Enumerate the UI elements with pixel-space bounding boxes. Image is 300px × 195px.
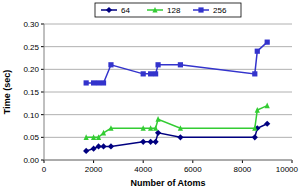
series-line (86, 42, 267, 83)
series-line (86, 106, 267, 138)
data-point (252, 134, 258, 140)
grid-line (44, 114, 292, 115)
data-point (178, 62, 183, 67)
data-point (264, 121, 270, 127)
y-tick-label: 0.20 (23, 65, 39, 74)
data-point (178, 125, 183, 131)
data-point (265, 103, 270, 109)
legend-marker (106, 7, 112, 13)
data-point (252, 125, 257, 131)
y-tick-label: 0.30 (23, 20, 39, 29)
grid-line (44, 24, 292, 25)
data-point (255, 107, 260, 113)
data-point (153, 125, 158, 131)
data-point (141, 71, 146, 76)
x-tick-label: 6000 (184, 165, 202, 174)
data-point (148, 125, 153, 131)
legend-label: 64 (121, 6, 130, 15)
data-point (108, 62, 113, 67)
grid-line (44, 160, 292, 161)
data-point (153, 139, 159, 145)
x-tick-label: 0 (42, 165, 47, 174)
data-point (141, 125, 146, 131)
data-point (177, 134, 183, 140)
data-point (96, 134, 101, 140)
data-point (91, 80, 96, 85)
data-point (148, 71, 153, 76)
x-tick-label: 10000 (276, 165, 299, 174)
legend-box (95, 3, 241, 17)
y-tick-label: 0.10 (23, 111, 39, 120)
grid-line (44, 92, 292, 93)
data-point (108, 143, 114, 149)
y-tick-label: 0.05 (23, 133, 39, 142)
data-point (101, 130, 106, 136)
x-axis-label: Number of Atoms (130, 178, 205, 188)
data-point (84, 80, 89, 85)
data-point (84, 134, 89, 140)
legend-marker (152, 7, 157, 13)
data-point (252, 71, 257, 76)
x-tick-label: 8000 (234, 165, 252, 174)
series-group (83, 40, 270, 155)
data-point (153, 71, 158, 76)
y-tick-label: 0.25 (23, 43, 39, 52)
data-point (155, 116, 160, 122)
grid-line (44, 46, 292, 47)
x-tick-label: 4000 (134, 165, 152, 174)
legend-label: 256 (213, 6, 227, 15)
chart: 0.00 0.05 0.10 0.15 0.20 0.25 0.30 0 2000 4000 600… (0, 0, 300, 195)
plot-area (44, 24, 292, 160)
data-point (101, 80, 106, 85)
y-axis (44, 24, 45, 160)
data-point (100, 143, 106, 149)
y-axis-label: Time (sec) (2, 70, 12, 114)
legend-label: 128 (167, 6, 181, 15)
data-point (96, 80, 101, 85)
y-tick-label: 0.00 (23, 156, 39, 165)
data-point (108, 125, 113, 131)
data-point (265, 40, 270, 45)
data-point (155, 62, 160, 67)
data-point (140, 139, 146, 145)
data-point (91, 134, 96, 140)
x-axis (44, 160, 292, 161)
legend: 64 128 256 (95, 3, 241, 17)
x-tick-label: 2000 (85, 165, 103, 174)
data-point (255, 49, 260, 54)
legend-marker (198, 7, 203, 12)
y-tick-label: 0.15 (23, 88, 39, 97)
data-point (83, 148, 89, 154)
